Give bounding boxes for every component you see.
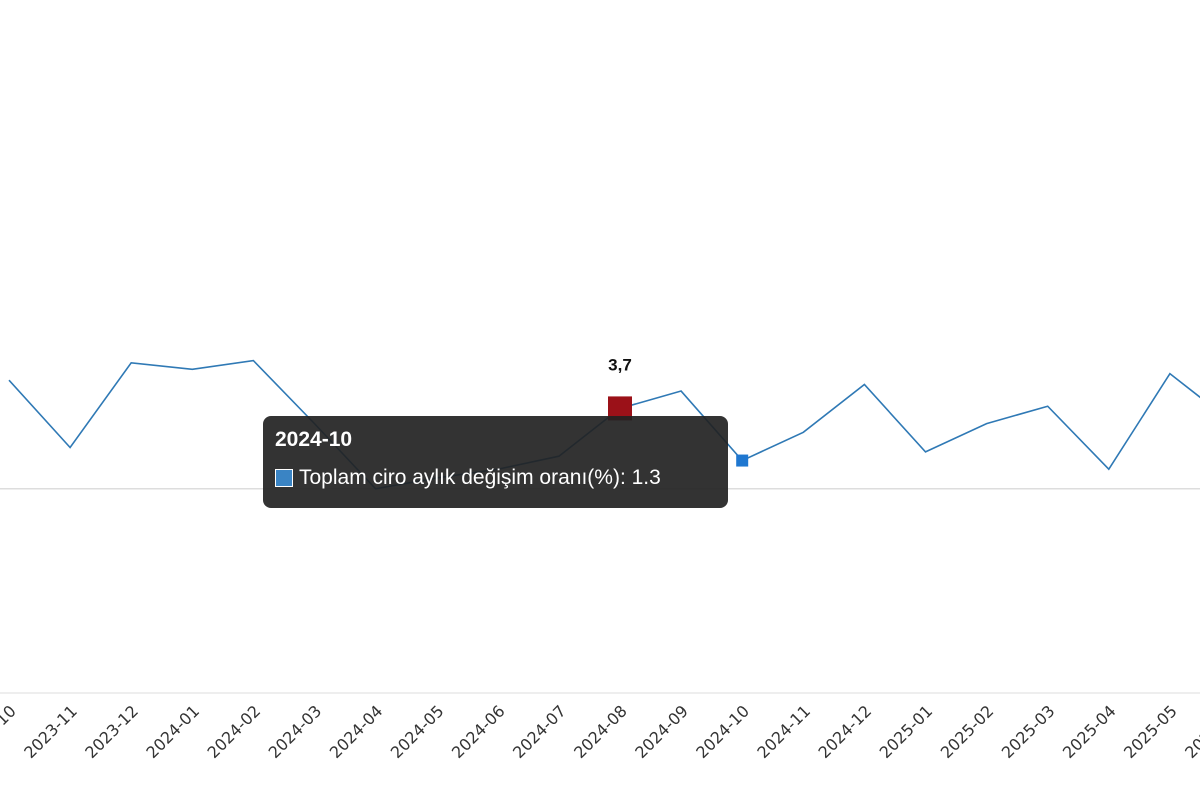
x-tick-label: 2025-03 [998, 701, 1059, 762]
data-label: 3,7 [608, 355, 632, 374]
x-tick-label: 2024-10 [692, 701, 753, 762]
x-tick-label: 2025-06 [1181, 701, 1200, 762]
x-tick-label: 2025-01 [876, 701, 937, 762]
x-tick-label: 2024-02 [204, 701, 265, 762]
x-tick-label: 2024-03 [265, 701, 326, 762]
tooltip-row: Toplam ciro aylık değişim oranı(%): 1.3 [275, 466, 716, 490]
x-tick-label: 2025-02 [937, 701, 998, 762]
x-tick-label: 2023-12 [81, 701, 142, 762]
x-tick-label: 2023-10 [0, 701, 20, 762]
tooltip-sep: : [619, 466, 632, 489]
tooltip: 2024-10 Toplam ciro aylık değişim oranı(… [263, 416, 728, 508]
x-tick-label: 2025-04 [1059, 701, 1120, 762]
x-tick-label: 2024-07 [509, 701, 570, 762]
x-tick-label: 2024-09 [631, 701, 692, 762]
x-tick-label: 2024-12 [815, 701, 876, 762]
x-tick-label: 2024-06 [448, 701, 509, 762]
x-tick-label: 2025-05 [1120, 701, 1181, 762]
x-tick-label: 2023-11 [20, 701, 81, 762]
x-tick-label: 2024-05 [387, 701, 448, 762]
x-tick-label: 2024-04 [326, 701, 387, 762]
tooltip-series: Toplam ciro aylık değişim oranı(%) [299, 466, 620, 489]
x-tick-label: 2024-08 [570, 701, 631, 762]
tooltip-value: 1.3 [631, 466, 661, 489]
hover-point [736, 454, 749, 467]
x-tick-label: 2024-01 [142, 701, 203, 762]
tooltip-swatch [275, 469, 293, 487]
x-tick-label: 2024-11 [753, 701, 814, 762]
tooltip-title: 2024-10 [275, 428, 353, 451]
